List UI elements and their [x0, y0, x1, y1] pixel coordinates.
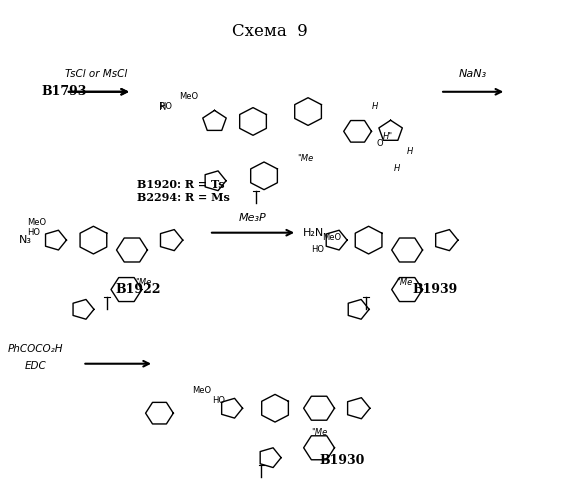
Text: "Me: "Me [135, 278, 151, 286]
Text: B1920: R = Ts
B2294: R = Ms: B1920: R = Ts B2294: R = Ms [138, 179, 230, 203]
Text: NaN₃: NaN₃ [459, 70, 487, 80]
Text: H₂N: H₂N [302, 228, 324, 237]
Text: H: H [371, 102, 377, 111]
Text: HO: HO [160, 102, 173, 111]
Text: N₃: N₃ [19, 235, 32, 245]
Text: "Me: "Me [396, 278, 412, 286]
Text: HO: HO [311, 246, 324, 254]
Text: H": H" [382, 132, 393, 141]
Text: MeO: MeO [28, 218, 46, 228]
Text: TsCl or MsCl: TsCl or MsCl [65, 70, 127, 80]
Text: B1930: B1930 [319, 454, 364, 466]
Text: B1939: B1939 [413, 283, 458, 296]
Text: "Me: "Me [311, 428, 327, 438]
Text: MeO: MeO [179, 92, 198, 101]
Text: MeO: MeO [322, 233, 341, 242]
Text: HO: HO [28, 228, 41, 237]
Text: Схема  9: Схема 9 [232, 22, 307, 40]
Text: R: R [159, 102, 166, 112]
Text: "Me: "Me [297, 154, 313, 163]
Text: MeO: MeO [192, 386, 212, 396]
Text: O: O [377, 139, 384, 148]
Text: B1793: B1793 [41, 86, 86, 98]
Text: H: H [393, 164, 400, 173]
Text: H: H [407, 146, 413, 156]
Text: HO: HO [212, 396, 224, 406]
Text: B1922: B1922 [116, 283, 161, 296]
Text: EDC: EDC [25, 361, 46, 371]
Text: PhCOCO₂H: PhCOCO₂H [8, 344, 63, 354]
Text: Me₃P: Me₃P [239, 213, 267, 223]
